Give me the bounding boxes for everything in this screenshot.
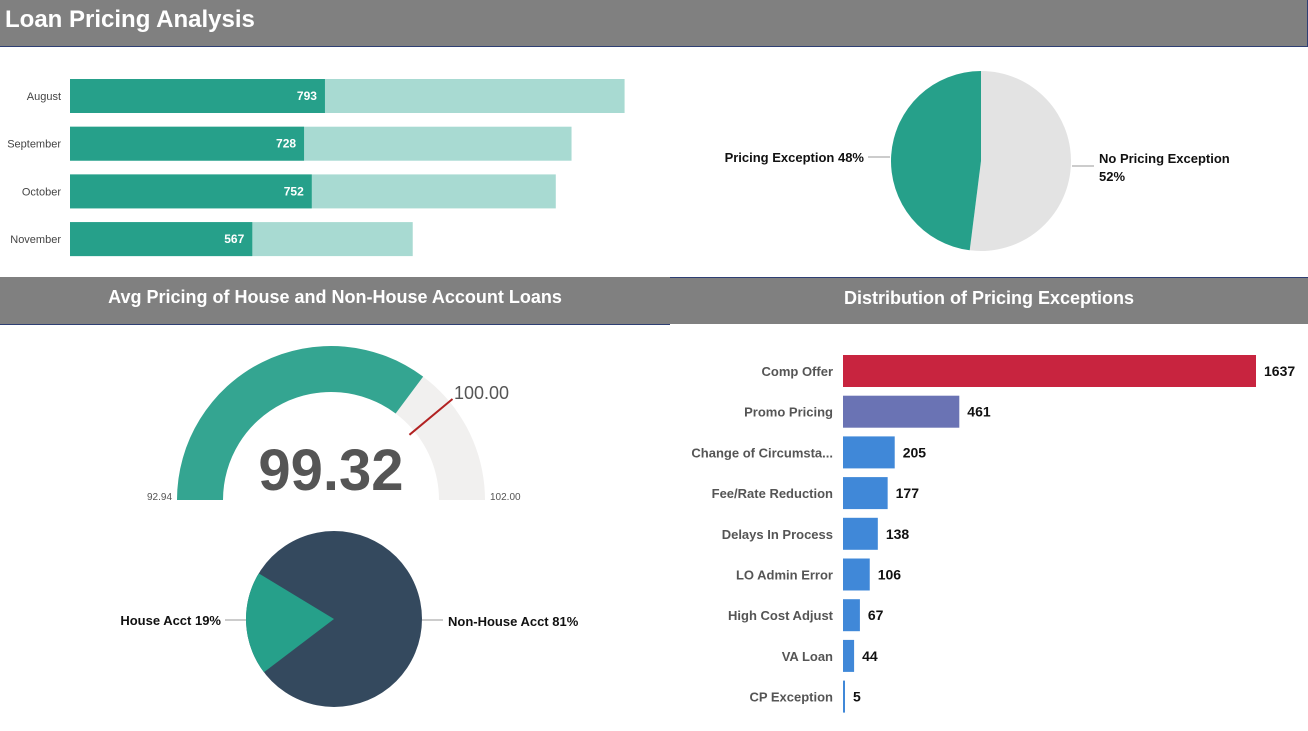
- header-bar: Loan Pricing Analysis: [0, 0, 1308, 47]
- gauge-min-label: 92.94: [147, 492, 172, 503]
- month-value-label: 793: [297, 89, 317, 103]
- pie-slice-house: [246, 573, 334, 673]
- month-value-bar: [70, 126, 305, 161]
- gauge-value: 99.32: [258, 438, 403, 503]
- house-section-title: Avg Pricing of House and Non-House Accou…: [108, 287, 562, 307]
- exception-category-label: Delays In Process: [722, 527, 833, 542]
- exception-bar-fee-rate-reduction: [843, 477, 888, 510]
- exception-category-label: Fee/Rate Reduction: [712, 486, 833, 501]
- exception-category-label: Change of Circumsta...: [691, 445, 833, 460]
- month-label: August: [27, 91, 61, 103]
- pie-label-exception: Pricing Exception 48%: [725, 150, 865, 165]
- exception-bar-cp-exception: [843, 680, 845, 713]
- exception-value-label: 461: [967, 404, 991, 420]
- exception-bar-high-cost-adjust: [843, 599, 860, 632]
- exception-value-label: 177: [896, 485, 920, 501]
- month-value-bar: [70, 174, 312, 209]
- gauge-value-arc: [177, 346, 424, 500]
- month-label: October: [22, 186, 61, 198]
- pie-label-no-exception-pct: 52%: [1099, 169, 1125, 184]
- exception-value-label: 5: [853, 689, 861, 705]
- exception-category-label: LO Admin Error: [736, 568, 833, 583]
- month-value-bar: [70, 222, 253, 257]
- exception-value-label: 138: [886, 526, 910, 542]
- exception-value-label: 1637: [1264, 363, 1295, 379]
- exception-category-label: Promo Pricing: [744, 405, 833, 420]
- exception-value-label: 67: [868, 607, 884, 623]
- exception-bar-promo-pricing: [843, 395, 960, 428]
- exception-category-label: CP Exception: [749, 690, 833, 705]
- month-label: September: [7, 139, 61, 151]
- pie-slice-exception: [890, 71, 981, 251]
- month-value-label: 728: [276, 137, 296, 151]
- pie-slice-no-exception: [969, 71, 1071, 251]
- month-value-bar: [70, 79, 325, 113]
- month-value-label: 567: [224, 232, 244, 246]
- exception-category-label: High Cost Adjust: [728, 608, 834, 623]
- month-label: November: [10, 234, 61, 246]
- page-title: Loan Pricing Analysis: [5, 6, 255, 33]
- house-section-header: Avg Pricing of House and Non-House Accou…: [0, 277, 670, 325]
- exception-category-label: Comp Offer: [762, 364, 834, 379]
- exception-value-label: 106: [878, 567, 902, 583]
- month-value-label: 752: [284, 184, 304, 198]
- pie-label-house: House Acct 19%: [120, 613, 221, 628]
- exceptions-section-header: Distribution of Pricing Exceptions: [670, 277, 1308, 325]
- exception-value-label: 205: [903, 444, 927, 460]
- exception-bar-delays-in-process: [843, 517, 878, 550]
- exception-bar-va-loan: [843, 639, 855, 672]
- exception-category-label: VA Loan: [782, 649, 833, 664]
- exception-bar-change-of-circumsta: [843, 436, 895, 469]
- pie-label-no-exception: No Pricing Exception: [1099, 151, 1230, 166]
- gauge-max-label: 102.00: [490, 492, 521, 503]
- pricing-exception-pie-chart: Pricing Exception 48% No Pricing Exceptio…: [725, 71, 1230, 251]
- monthly-loans-bar-chart: August 793 September 728 October 752 November 5…: [7, 79, 625, 257]
- exception-bar-comp-offer: [843, 355, 1256, 387]
- gauge-target-marker: [408, 398, 454, 436]
- exception-bar-lo-admin-error: [843, 558, 870, 591]
- pie-label-non-house: Non-House Acct 81%: [448, 614, 579, 629]
- avg-pricing-gauge: 100.00 99.32 92.94 102.00: [147, 346, 521, 503]
- exception-value-label: 44: [862, 648, 878, 664]
- house-account-pie-chart: House Acct 19% Non-House Acct 81%: [120, 531, 579, 707]
- exceptions-section-title: Distribution of Pricing Exceptions: [843, 288, 1135, 308]
- gauge-target-label: 100.00: [454, 383, 509, 403]
